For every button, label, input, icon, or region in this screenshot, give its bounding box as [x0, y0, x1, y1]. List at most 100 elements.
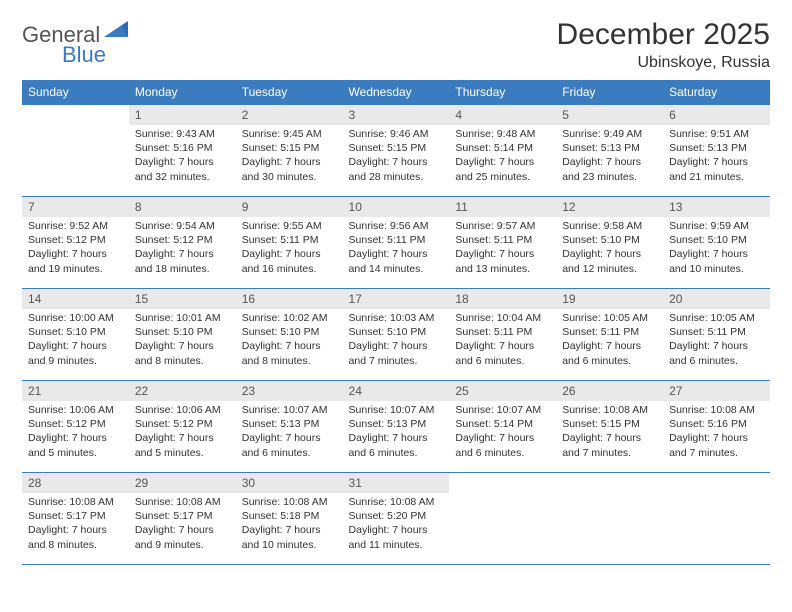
calendar-day-cell: 9Sunrise: 9:55 AMSunset: 5:11 PMDaylight…: [236, 197, 343, 289]
logo-triangle-icon: [104, 19, 130, 44]
calendar-day-cell: 12Sunrise: 9:58 AMSunset: 5:10 PMDayligh…: [556, 197, 663, 289]
calendar-day-cell: [663, 473, 770, 565]
calendar-day-cell: 2Sunrise: 9:45 AMSunset: 5:15 PMDaylight…: [236, 105, 343, 197]
calendar-header-row: SundayMondayTuesdayWednesdayThursdayFrid…: [22, 80, 770, 105]
calendar-day-cell: 31Sunrise: 10:08 AMSunset: 5:20 PMDaylig…: [343, 473, 450, 565]
day-number: 21: [22, 381, 129, 401]
day-number: 16: [236, 289, 343, 309]
calendar-day-cell: 16Sunrise: 10:02 AMSunset: 5:10 PMDaylig…: [236, 289, 343, 381]
day-number: 6: [663, 105, 770, 125]
day-number: 24: [343, 381, 450, 401]
month-title: December 2025: [557, 18, 770, 52]
day-number: 22: [129, 381, 236, 401]
calendar-day-cell: 7Sunrise: 9:52 AMSunset: 5:12 PMDaylight…: [22, 197, 129, 289]
day-number: 27: [663, 381, 770, 401]
calendar-day-cell: 6Sunrise: 9:51 AMSunset: 5:13 PMDaylight…: [663, 105, 770, 197]
day-details: Sunrise: 10:07 AMSunset: 5:13 PMDaylight…: [236, 401, 343, 464]
weekday-header: Friday: [556, 80, 663, 105]
day-number: 13: [663, 197, 770, 217]
day-number: 31: [343, 473, 450, 493]
day-details: Sunrise: 10:08 AMSunset: 5:16 PMDaylight…: [663, 401, 770, 464]
weekday-header: Monday: [129, 80, 236, 105]
day-number: 20: [663, 289, 770, 309]
location-label: Ubinskoye, Russia: [557, 54, 770, 72]
day-details: Sunrise: 10:05 AMSunset: 5:11 PMDaylight…: [663, 309, 770, 372]
day-details: Sunrise: 10:05 AMSunset: 5:11 PMDaylight…: [556, 309, 663, 372]
calendar-day-cell: [556, 473, 663, 565]
day-details: Sunrise: 10:08 AMSunset: 5:15 PMDaylight…: [556, 401, 663, 464]
logo: General Blue: [22, 18, 132, 48]
calendar-day-cell: 11Sunrise: 9:57 AMSunset: 5:11 PMDayligh…: [449, 197, 556, 289]
calendar-day-cell: 14Sunrise: 10:00 AMSunset: 5:10 PMDaylig…: [22, 289, 129, 381]
calendar-week-row: 1Sunrise: 9:43 AMSunset: 5:16 PMDaylight…: [22, 105, 770, 197]
day-number: 12: [556, 197, 663, 217]
day-number: 11: [449, 197, 556, 217]
calendar-day-cell: 26Sunrise: 10:08 AMSunset: 5:15 PMDaylig…: [556, 381, 663, 473]
calendar-day-cell: 18Sunrise: 10:04 AMSunset: 5:11 PMDaylig…: [449, 289, 556, 381]
title-block: December 2025 Ubinskoye, Russia: [557, 18, 770, 72]
day-details: Sunrise: 9:52 AMSunset: 5:12 PMDaylight:…: [22, 217, 129, 280]
day-details: Sunrise: 9:51 AMSunset: 5:13 PMDaylight:…: [663, 125, 770, 188]
day-number: 4: [449, 105, 556, 125]
weekday-header: Sunday: [22, 80, 129, 105]
day-number: 9: [236, 197, 343, 217]
day-number: 10: [343, 197, 450, 217]
day-number: 25: [449, 381, 556, 401]
calendar-week-row: 21Sunrise: 10:06 AMSunset: 5:12 PMDaylig…: [22, 381, 770, 473]
day-details: Sunrise: 10:04 AMSunset: 5:11 PMDaylight…: [449, 309, 556, 372]
weekday-header: Thursday: [449, 80, 556, 105]
day-details: Sunrise: 10:08 AMSunset: 5:17 PMDaylight…: [22, 493, 129, 556]
calendar-day-cell: 8Sunrise: 9:54 AMSunset: 5:12 PMDaylight…: [129, 197, 236, 289]
day-details: Sunrise: 9:58 AMSunset: 5:10 PMDaylight:…: [556, 217, 663, 280]
calendar-day-cell: 22Sunrise: 10:06 AMSunset: 5:12 PMDaylig…: [129, 381, 236, 473]
calendar-day-cell: 30Sunrise: 10:08 AMSunset: 5:18 PMDaylig…: [236, 473, 343, 565]
calendar-day-cell: 29Sunrise: 10:08 AMSunset: 5:17 PMDaylig…: [129, 473, 236, 565]
day-details: Sunrise: 9:43 AMSunset: 5:16 PMDaylight:…: [129, 125, 236, 188]
calendar-table: SundayMondayTuesdayWednesdayThursdayFrid…: [22, 80, 770, 565]
weekday-header: Saturday: [663, 80, 770, 105]
day-details: Sunrise: 10:07 AMSunset: 5:13 PMDaylight…: [343, 401, 450, 464]
day-details: Sunrise: 9:56 AMSunset: 5:11 PMDaylight:…: [343, 217, 450, 280]
day-number: 23: [236, 381, 343, 401]
day-details: Sunrise: 9:55 AMSunset: 5:11 PMDaylight:…: [236, 217, 343, 280]
calendar-day-cell: 28Sunrise: 10:08 AMSunset: 5:17 PMDaylig…: [22, 473, 129, 565]
weekday-header: Wednesday: [343, 80, 450, 105]
day-details: Sunrise: 9:59 AMSunset: 5:10 PMDaylight:…: [663, 217, 770, 280]
calendar-day-cell: 17Sunrise: 10:03 AMSunset: 5:10 PMDaylig…: [343, 289, 450, 381]
day-number: 3: [343, 105, 450, 125]
day-details: Sunrise: 10:03 AMSunset: 5:10 PMDaylight…: [343, 309, 450, 372]
day-details: Sunrise: 9:54 AMSunset: 5:12 PMDaylight:…: [129, 217, 236, 280]
calendar-day-cell: 19Sunrise: 10:05 AMSunset: 5:11 PMDaylig…: [556, 289, 663, 381]
calendar-day-cell: 5Sunrise: 9:49 AMSunset: 5:13 PMDaylight…: [556, 105, 663, 197]
day-details: Sunrise: 10:02 AMSunset: 5:10 PMDaylight…: [236, 309, 343, 372]
day-number: 7: [22, 197, 129, 217]
day-details: Sunrise: 10:06 AMSunset: 5:12 PMDaylight…: [129, 401, 236, 464]
calendar-day-cell: [22, 105, 129, 197]
day-details: Sunrise: 10:00 AMSunset: 5:10 PMDaylight…: [22, 309, 129, 372]
calendar-day-cell: 24Sunrise: 10:07 AMSunset: 5:13 PMDaylig…: [343, 381, 450, 473]
day-number: 1: [129, 105, 236, 125]
calendar-day-cell: 15Sunrise: 10:01 AMSunset: 5:10 PMDaylig…: [129, 289, 236, 381]
day-details: Sunrise: 10:07 AMSunset: 5:14 PMDaylight…: [449, 401, 556, 464]
day-number: 8: [129, 197, 236, 217]
day-number: 30: [236, 473, 343, 493]
calendar-day-cell: 3Sunrise: 9:46 AMSunset: 5:15 PMDaylight…: [343, 105, 450, 197]
day-details: Sunrise: 9:49 AMSunset: 5:13 PMDaylight:…: [556, 125, 663, 188]
day-details: Sunrise: 9:46 AMSunset: 5:15 PMDaylight:…: [343, 125, 450, 188]
calendar-day-cell: 21Sunrise: 10:06 AMSunset: 5:12 PMDaylig…: [22, 381, 129, 473]
calendar-day-cell: 13Sunrise: 9:59 AMSunset: 5:10 PMDayligh…: [663, 197, 770, 289]
calendar-week-row: 14Sunrise: 10:00 AMSunset: 5:10 PMDaylig…: [22, 289, 770, 381]
day-number: 28: [22, 473, 129, 493]
calendar-week-row: 7Sunrise: 9:52 AMSunset: 5:12 PMDaylight…: [22, 197, 770, 289]
day-details: Sunrise: 10:08 AMSunset: 5:17 PMDaylight…: [129, 493, 236, 556]
calendar-day-cell: 20Sunrise: 10:05 AMSunset: 5:11 PMDaylig…: [663, 289, 770, 381]
day-number: 15: [129, 289, 236, 309]
day-details: Sunrise: 10:06 AMSunset: 5:12 PMDaylight…: [22, 401, 129, 464]
calendar-day-cell: 25Sunrise: 10:07 AMSunset: 5:14 PMDaylig…: [449, 381, 556, 473]
day-number: 26: [556, 381, 663, 401]
day-details: Sunrise: 10:08 AMSunset: 5:20 PMDaylight…: [343, 493, 450, 556]
calendar-day-cell: 1Sunrise: 9:43 AMSunset: 5:16 PMDaylight…: [129, 105, 236, 197]
day-number: 29: [129, 473, 236, 493]
logo-text-blue: Blue: [62, 42, 106, 68]
calendar-day-cell: 27Sunrise: 10:08 AMSunset: 5:16 PMDaylig…: [663, 381, 770, 473]
